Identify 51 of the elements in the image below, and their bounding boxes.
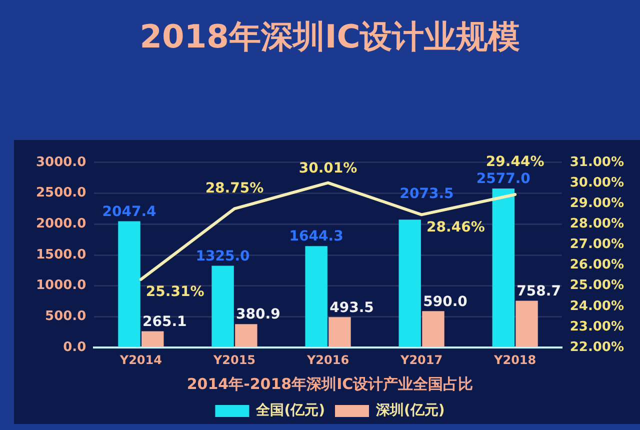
bar bbox=[492, 188, 514, 347]
y2-tick-label: 26.00% bbox=[570, 258, 624, 273]
legend-label: 深圳(亿元) bbox=[375, 402, 445, 419]
data-label: 28.75% bbox=[205, 180, 264, 196]
data-label: 493.5 bbox=[330, 300, 374, 316]
data-label: 1644.3 bbox=[289, 228, 344, 245]
data-label: 590.0 bbox=[423, 294, 468, 310]
y2-tick-label: 30.00% bbox=[570, 175, 624, 190]
y2-tick-label: 23.00% bbox=[570, 319, 624, 334]
bar bbox=[516, 300, 538, 347]
y2-tick-label: 24.00% bbox=[570, 298, 624, 314]
data-label: 265.1 bbox=[142, 314, 187, 330]
bar bbox=[118, 221, 140, 347]
y-tick-label: 500.0 bbox=[45, 309, 86, 324]
data-label: 29.44% bbox=[486, 154, 544, 170]
data-label: 28.46% bbox=[426, 219, 485, 236]
data-label: 758.7 bbox=[516, 283, 561, 300]
data-label: 2073.5 bbox=[400, 186, 454, 202]
bar bbox=[305, 246, 328, 347]
y2-tick-label: 29.00% bbox=[570, 196, 624, 211]
data-label: 380.9 bbox=[236, 306, 280, 323]
y-tick-label: 0.0 bbox=[63, 340, 86, 355]
bar bbox=[398, 220, 421, 347]
bar bbox=[422, 311, 444, 347]
legend-label: 全国(亿元) bbox=[255, 402, 325, 419]
data-label: 30.01% bbox=[298, 160, 358, 176]
data-label: 1325.0 bbox=[196, 248, 250, 264]
y2-tick-label: 22.00% bbox=[570, 340, 624, 355]
bar bbox=[142, 331, 164, 347]
bar bbox=[212, 266, 234, 347]
x-tick-label: Y2016 bbox=[306, 352, 350, 367]
bar bbox=[328, 317, 351, 347]
x-tick-label: Y2017 bbox=[400, 352, 443, 367]
data-label: 2047.4 bbox=[102, 204, 157, 220]
x-tick-label: Y2015 bbox=[212, 352, 256, 367]
chart-title: 2018年深圳IC设计业规模 bbox=[140, 18, 520, 56]
text: 2014年-2018年深圳IC设计产业全国占比 bbox=[186, 374, 474, 393]
y2-tick-label: 28.00% bbox=[570, 216, 624, 232]
data-label: 2577.0 bbox=[476, 171, 531, 188]
y2-tick-label: 25.00% bbox=[570, 278, 624, 294]
y2-tick-label: 27.00% bbox=[570, 237, 624, 252]
x-tick-label: Y2014 bbox=[118, 352, 162, 367]
y-tick-label: 2500.0 bbox=[36, 186, 86, 201]
bar bbox=[235, 324, 258, 347]
y-tick-label: 3000.0 bbox=[36, 154, 86, 170]
y-tick-label: 1000.0 bbox=[36, 278, 86, 294]
y-tick-label: 2000.0 bbox=[36, 216, 86, 232]
x-tick-label: Y2018 bbox=[493, 352, 536, 367]
data-label: 25.31% bbox=[146, 284, 204, 300]
y2-tick-label: 31.00% bbox=[570, 154, 624, 170]
y-tick-label: 1500.0 bbox=[36, 247, 86, 262]
